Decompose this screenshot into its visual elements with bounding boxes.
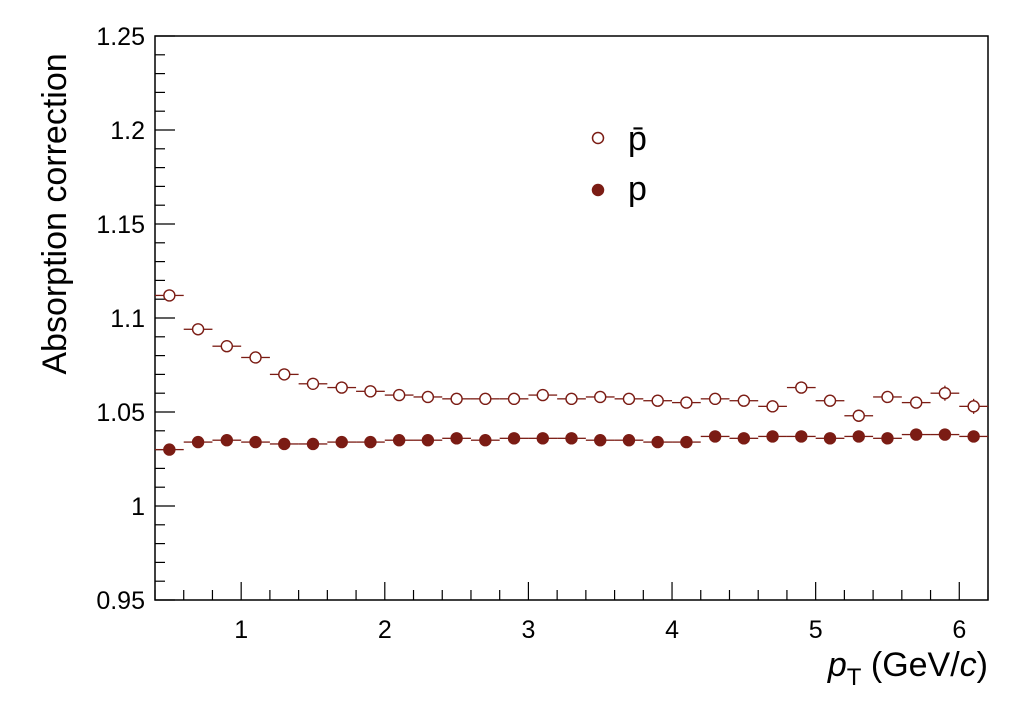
data-point <box>249 351 262 364</box>
y-tick-label: 1.05 <box>96 399 145 427</box>
data-point <box>392 434 406 447</box>
data-point <box>651 435 664 449</box>
x-axis-title-unit-post: ) <box>977 646 988 684</box>
legend-label-pbar: p̄ <box>628 120 647 158</box>
data-point <box>163 289 176 302</box>
x-axis-title-var: p <box>827 646 847 684</box>
data-point <box>507 392 521 406</box>
data-point <box>823 432 837 445</box>
data-point <box>881 390 894 404</box>
x-axis-ticks: 1 2 3 4 5 6 <box>154 582 989 644</box>
data-point <box>536 388 549 402</box>
data-point <box>220 340 234 353</box>
data-point <box>823 394 837 407</box>
data-point <box>594 390 607 404</box>
y-axis-ticks: 0.95 1 1.05 1.1 1.15 1.2 1.25 <box>96 23 175 615</box>
data-point <box>220 434 234 447</box>
y-tick-label: 1.1 <box>110 305 145 333</box>
data-point <box>249 435 262 449</box>
data-point <box>938 428 952 441</box>
data-point <box>479 434 492 447</box>
data-point <box>909 428 923 441</box>
series-1 <box>155 428 988 456</box>
x-axis-title-unit-pre: (GeV/ <box>861 646 960 684</box>
data-point <box>335 435 348 449</box>
legend-marker-p <box>591 183 605 197</box>
y-tick-label: 1.15 <box>96 211 145 239</box>
data-point <box>479 392 492 406</box>
x-axis-title-unit-var: c <box>960 646 977 684</box>
data-series <box>155 289 988 456</box>
data-point <box>766 430 779 443</box>
data-point <box>421 434 435 447</box>
y-tick-label: 1.2 <box>110 117 145 145</box>
data-point <box>565 432 578 445</box>
x-tick-label: 3 <box>521 616 535 644</box>
data-point <box>594 434 607 447</box>
y-tick-label: 1.25 <box>96 23 145 51</box>
series-0 <box>155 289 988 422</box>
data-point <box>163 443 176 456</box>
data-point <box>278 368 291 381</box>
data-point <box>852 409 865 422</box>
data-point <box>335 381 348 394</box>
legend: p̄ p <box>591 120 647 208</box>
data-point <box>364 435 377 449</box>
data-point <box>421 390 435 404</box>
data-point <box>909 396 923 409</box>
legend-label-p: p <box>628 170 647 208</box>
data-point <box>938 387 952 400</box>
data-point <box>191 435 205 449</box>
data-point <box>967 400 980 413</box>
data-point <box>708 392 722 406</box>
data-point <box>278 437 291 451</box>
x-tick-label: 2 <box>378 616 392 644</box>
data-point <box>737 394 751 407</box>
x-tick-label: 5 <box>809 616 823 644</box>
data-point <box>450 432 463 445</box>
data-point <box>306 437 320 451</box>
data-point <box>881 432 894 445</box>
data-point <box>737 432 751 445</box>
data-point <box>306 377 320 390</box>
data-point <box>450 392 463 406</box>
x-tick-label: 1 <box>234 616 248 644</box>
plot-frame <box>154 35 989 601</box>
y-tick-label: 0.95 <box>96 587 145 615</box>
x-tick-label: 6 <box>952 616 966 644</box>
data-point <box>967 430 980 443</box>
data-point <box>565 392 578 406</box>
data-point <box>536 432 549 445</box>
y-axis-title: Absorption correction <box>36 53 74 374</box>
x-axis-title: pT (GeV/c) <box>827 646 988 691</box>
data-point <box>507 432 521 445</box>
data-point <box>795 430 808 443</box>
x-axis-title-sub: T <box>847 664 862 691</box>
data-point <box>392 388 406 402</box>
data-point <box>680 396 693 409</box>
legend-marker-pbar <box>591 131 605 145</box>
data-point <box>622 434 636 447</box>
data-point <box>852 430 865 443</box>
data-point <box>766 400 779 413</box>
data-point <box>680 435 693 449</box>
data-point <box>795 381 808 394</box>
data-point <box>708 430 722 443</box>
data-point <box>191 323 205 336</box>
x-tick-label: 4 <box>665 616 679 644</box>
y-tick-label: 1 <box>131 493 145 521</box>
data-point <box>364 385 377 398</box>
data-point <box>651 394 664 407</box>
data-point <box>622 392 636 406</box>
